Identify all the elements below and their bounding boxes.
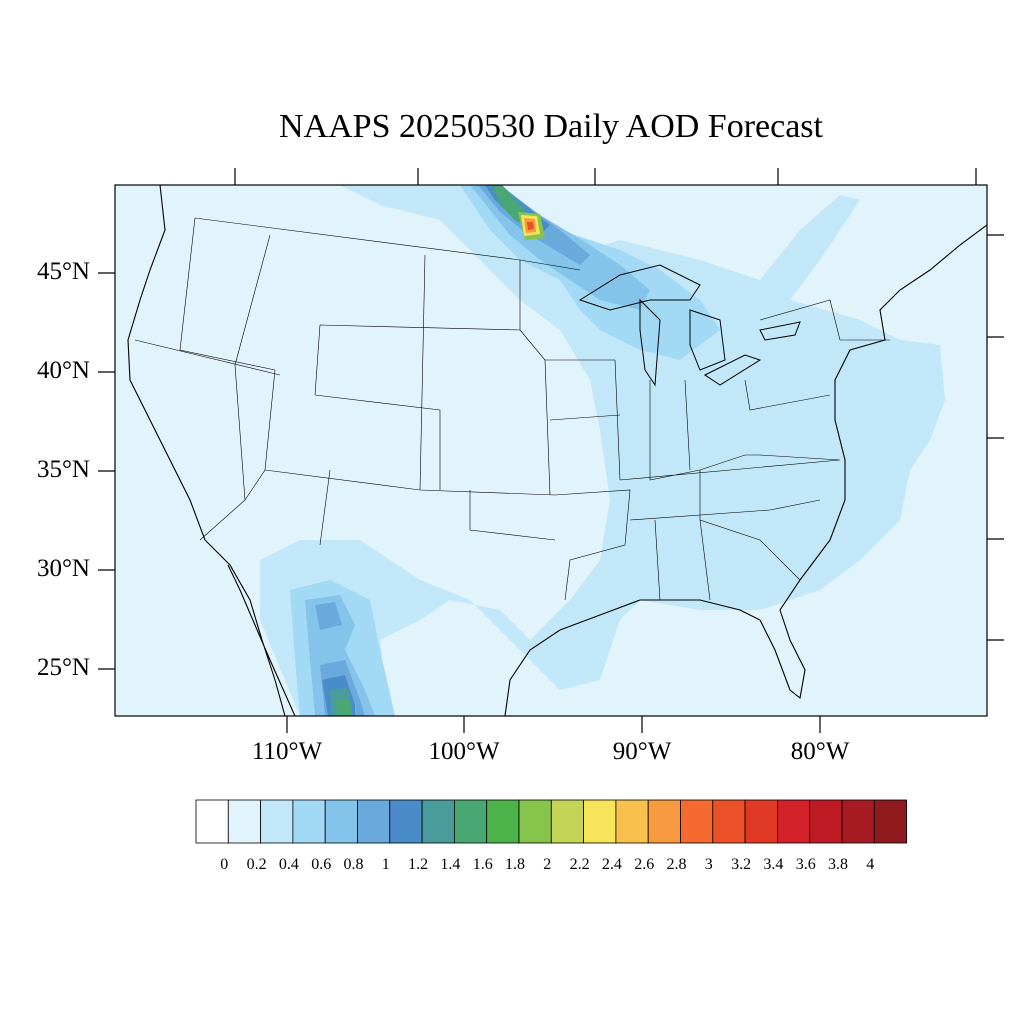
great-lakes [578, 264, 801, 387]
colorbar-label: 2.6 [634, 856, 655, 873]
colorbar-label: 3.6 [795, 856, 816, 873]
lat-label-40: 40°N [36, 357, 90, 384]
colorbar-swatch [615, 799, 649, 844]
colorbar-label: 3.2 [731, 856, 752, 873]
colorbar-label: 0.6 [311, 856, 332, 873]
right-ticks [987, 234, 1004, 641]
colorbar-swatch [680, 799, 714, 844]
colorbar-swatch [712, 799, 746, 844]
colorbar-label: 1 [381, 856, 390, 873]
colorbar-swatch [260, 799, 294, 844]
colorbar-swatch [873, 799, 907, 844]
bottom-ticks [286, 716, 821, 733]
colorbar-swatch [195, 799, 229, 844]
colorbar-swatch [647, 799, 681, 844]
colorbar-label: 2.4 [601, 856, 622, 873]
colorbar-label: 0.8 [343, 856, 364, 873]
lon-label-100w: 100°W [428, 738, 500, 765]
colorbar-swatch [809, 799, 843, 844]
colorbar-label: 4 [866, 856, 875, 873]
colorbar [195, 799, 907, 844]
state-lines [134, 217, 890, 601]
colorbar-label: 1.2 [408, 856, 429, 873]
colorbar-swatch [744, 799, 778, 844]
lon-label-110w: 110°W [251, 738, 323, 765]
colorbar-label: 3 [704, 856, 713, 873]
colorbar-label: 1.4 [440, 856, 461, 873]
lat-label-45: 45°N [36, 258, 90, 285]
colorbar-label: 0 [220, 856, 229, 873]
colorbar-swatch [292, 799, 326, 844]
colorbar-label: 0.2 [246, 856, 267, 873]
lat-label-35: 35°N [36, 456, 90, 483]
colorbar-swatch [486, 799, 520, 844]
colorbar-label: 3.4 [763, 856, 784, 873]
colorbar-swatch [518, 799, 552, 844]
colorbar-swatch [583, 799, 617, 844]
colorbar-swatch [841, 799, 875, 844]
map-frame [114, 184, 988, 717]
lon-label-90w: 90°W [612, 738, 672, 765]
colorbar-label: 2.2 [569, 856, 590, 873]
lat-label-25: 25°N [36, 654, 90, 681]
lat-label-30: 30°N [36, 555, 90, 582]
top-ticks [234, 168, 977, 185]
lon-label-80w: 80°W [790, 738, 850, 765]
colorbar-label: 0.4 [278, 856, 299, 873]
colorbar-swatch [421, 799, 455, 844]
aod-contour-0-2 [260, 185, 945, 716]
boundaries [127, 185, 987, 716]
colorbar-swatch [777, 799, 811, 844]
colorbar-swatch [227, 799, 262, 844]
colorbar-label: 2 [543, 856, 552, 873]
colorbar-swatch [324, 799, 358, 844]
colorbar-label: 1.8 [505, 856, 525, 873]
colorbar-swatch [357, 799, 391, 844]
colorbar-swatch [550, 799, 584, 844]
colorbar-label: 2.8 [666, 856, 687, 873]
aod-field [115, 185, 987, 716]
left-ticks [98, 272, 115, 670]
colorbar-swatch [389, 799, 423, 844]
aod-contour-3-2 [527, 222, 534, 230]
colorbar-label: 3.8 [828, 856, 848, 873]
colorbar-label: 1.6 [472, 856, 493, 873]
coastline [127, 185, 987, 716]
map-title: NAAPS 20250530 Daily AOD Forecast [279, 108, 823, 145]
colorbar-swatch [453, 799, 488, 844]
